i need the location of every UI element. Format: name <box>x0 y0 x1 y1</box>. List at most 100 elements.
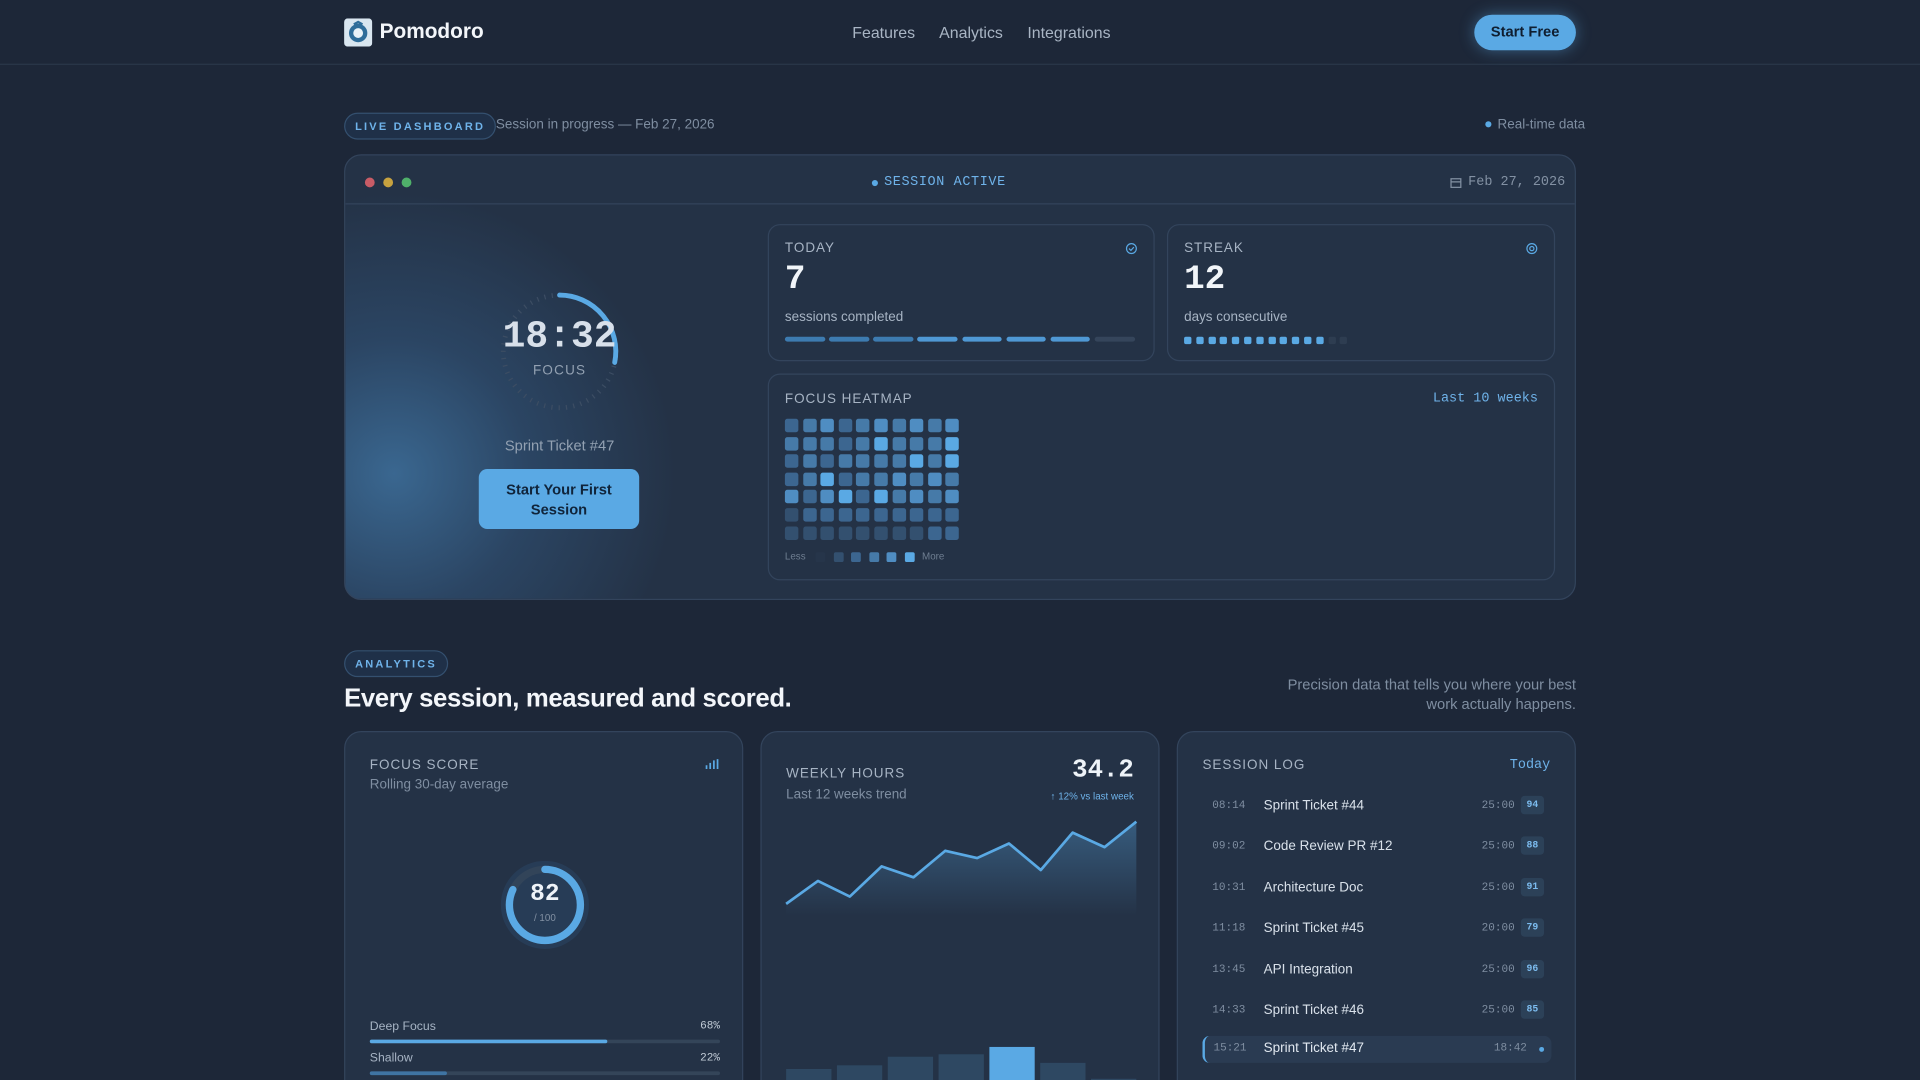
start-session-button[interactable]: Start Your First Session <box>478 468 640 529</box>
breakdown-bar <box>369 1071 447 1076</box>
today-value: 7 <box>784 260 806 299</box>
heatmap-cell <box>820 418 835 433</box>
breakdown-name: Deep Focus <box>369 1020 436 1034</box>
weekly-subtitle: Last 12 weeks trend <box>786 787 907 803</box>
heatmap-range[interactable]: Last 10 weeks <box>1432 391 1538 407</box>
timer: 18:32 <box>502 315 617 359</box>
heatmap-cell <box>910 436 924 451</box>
nav-link[interactable]: Features <box>852 23 916 42</box>
heatmap-cell <box>838 418 852 433</box>
log-duration: 25:00 <box>1481 1004 1515 1017</box>
log-time: 09:02 <box>1212 840 1246 853</box>
live-badge: LIVE DASHBOARD <box>344 112 497 140</box>
heatmap-cell <box>874 526 888 540</box>
session-active: SESSION ACTIVE <box>884 175 1006 190</box>
weekly-total: 34.2 <box>1072 756 1134 785</box>
heatmap-cell <box>892 526 906 540</box>
streak-dot <box>1280 336 1288 345</box>
heatmap-title: FOCUS HEATMAP <box>784 391 913 407</box>
heatmap-cell <box>820 454 835 468</box>
heatmap-cell <box>945 508 960 522</box>
calendar-icon <box>1450 178 1462 188</box>
heatmap-cell <box>856 436 870 451</box>
today-title: TODAY <box>784 241 835 256</box>
analytics-sub: Precision data that tells you where your… <box>1287 675 1576 713</box>
heatmap-cell <box>784 436 799 451</box>
heatmap-cell <box>802 418 817 433</box>
log-row[interactable]: 11:18 Sprint Ticket #45 20:00 79 <box>1202 918 1551 941</box>
today-progress <box>784 336 1139 342</box>
score-max: / 100 <box>533 912 556 924</box>
active-time: 15:21 <box>1213 1042 1247 1055</box>
streak-title: STREAK <box>1184 241 1244 256</box>
heatmap-cell <box>874 508 888 522</box>
analytics-badge: ANALYTICS <box>344 650 449 678</box>
legend-less: Less <box>784 551 806 563</box>
streak-dot <box>1232 336 1240 345</box>
heatmap-cell <box>927 472 942 486</box>
log-row[interactable]: 10:31 Architecture Doc 25:00 91 <box>1202 877 1551 900</box>
legend-more: More <box>922 551 945 563</box>
cta-button[interactable]: Start Free <box>1474 14 1576 51</box>
active-row[interactable]: 15:21 Sprint Ticket #47 18:42 <box>1202 1035 1552 1063</box>
session-log-filter[interactable]: Today <box>1509 757 1551 773</box>
nav-divider <box>0 63 1920 65</box>
log-duration: 25:00 <box>1481 963 1515 976</box>
status-dot <box>871 180 878 187</box>
progress-segment <box>829 336 870 342</box>
heatmap-cell <box>784 490 799 504</box>
realtime-label: Real-time data <box>1497 117 1586 133</box>
realtime-dot <box>1485 121 1492 128</box>
log-name: Code Review PR #12 <box>1263 839 1393 854</box>
streak-dots <box>1184 336 1380 345</box>
heatmap-cell <box>874 472 888 486</box>
nav-link[interactable]: Analytics <box>939 23 1003 42</box>
active-dot <box>1539 1046 1545 1052</box>
progress-segment <box>1050 336 1091 342</box>
log-score: 79 <box>1520 918 1545 937</box>
heatmap-cell <box>856 418 870 433</box>
heatmap-cell <box>838 436 852 451</box>
ring-value <box>505 865 585 945</box>
heatmap-cell <box>927 508 942 522</box>
heatmap-cell <box>892 490 906 504</box>
heatmap-cell <box>927 454 942 468</box>
weekly-bar <box>1040 1062 1086 1080</box>
heatmap-cell <box>856 526 870 540</box>
heatmap-cell <box>838 490 852 504</box>
heatmap-cell <box>838 508 852 522</box>
streak-icon <box>1526 243 1538 255</box>
legend-swatch <box>833 552 844 563</box>
breakdown-label: 68% <box>700 1020 721 1033</box>
streak-dot <box>1256 336 1264 345</box>
heatmap-cell <box>784 472 799 486</box>
weekly-bar <box>938 1054 984 1080</box>
weekly-bar <box>1091 1078 1137 1080</box>
heatmap-cell <box>784 526 799 540</box>
streak-dot <box>1184 336 1192 345</box>
streak-caption: days consecutive <box>1184 309 1288 325</box>
analytics-headline: Every session, measured and scored. <box>344 684 792 713</box>
brand[interactable]: Pomodoro <box>379 19 484 43</box>
heatmap-cell <box>945 472 960 486</box>
log-row[interactable]: 08:14 Sprint Ticket #44 25:00 94 <box>1202 795 1551 818</box>
weekly-title: WEEKLY HOURS <box>786 766 906 782</box>
window-dot <box>364 177 375 188</box>
weekly-bar <box>786 1068 832 1080</box>
focus-score-card: FOCUS SCORE Rolling 30-day average 82 / … <box>344 731 744 1080</box>
legend-swatch <box>869 552 879 563</box>
log-row[interactable]: 13:45 API Integration 25:00 96 <box>1202 959 1551 982</box>
nav-link[interactable]: Integrations <box>1027 23 1111 42</box>
heatmap-card: FOCUS HEATMAP Last 10 weeks Less More <box>767 373 1556 581</box>
log-duration: 20:00 <box>1481 922 1515 935</box>
progress-segment <box>917 336 958 342</box>
score-value: 82 <box>530 880 560 909</box>
log-row[interactable]: 09:02 Code Review PR #12 25:00 88 <box>1202 836 1551 859</box>
heatmap-cell <box>874 490 888 504</box>
window-date: Feb 27, 2026 <box>1468 175 1566 190</box>
log-row[interactable]: 14:33 Sprint Ticket #46 25:00 85 <box>1202 1000 1551 1022</box>
log-name: Sprint Ticket #45 <box>1263 921 1365 936</box>
active-name: Sprint Ticket #47 <box>1263 1040 1365 1056</box>
